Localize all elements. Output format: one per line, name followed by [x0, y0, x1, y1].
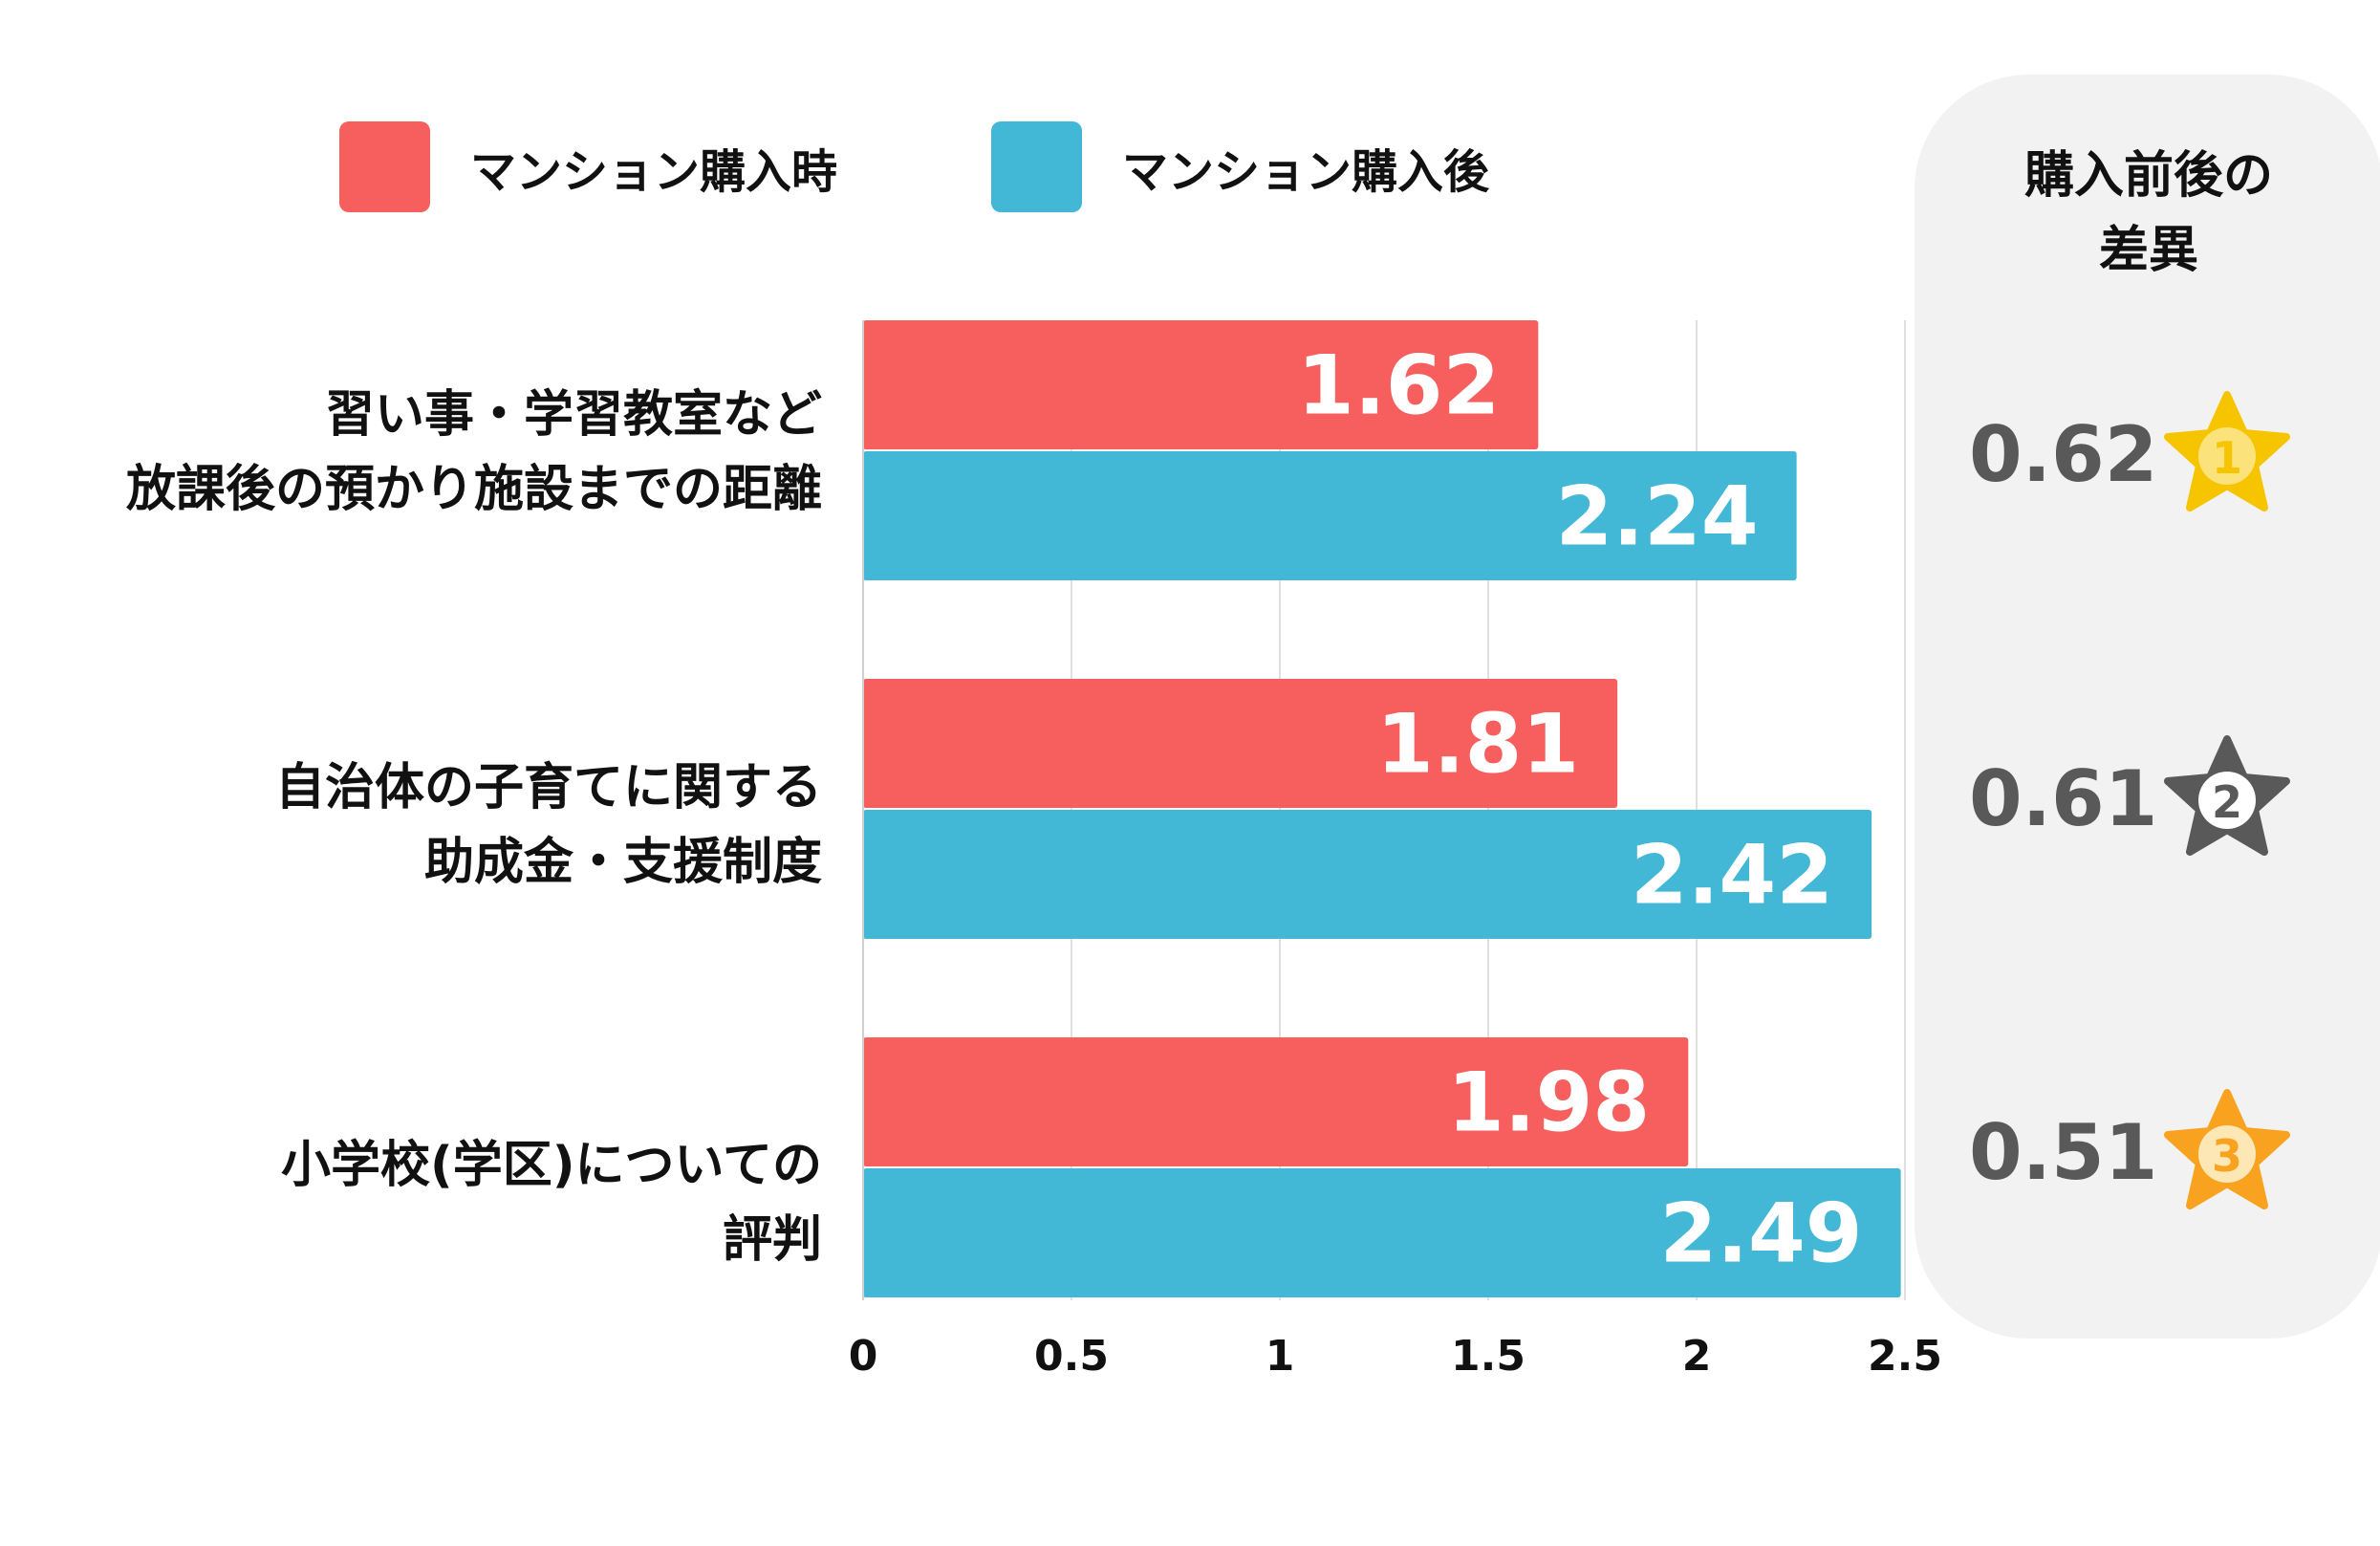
category-1-line-2: 放課後の預かり施設までの距離	[125, 461, 822, 518]
difference-value-1: 0.62	[1969, 409, 2158, 499]
difference-value-3: 0.51	[1969, 1107, 2158, 1197]
difference-title-line-1: 購入前後の	[2023, 147, 2273, 205]
bar-before-1	[863, 320, 1539, 449]
x-tick-label-5: 2.5	[1868, 1332, 1942, 1381]
bar-after-2	[863, 810, 1872, 939]
bar-before-3	[863, 1037, 1689, 1166]
bar-before-2	[863, 679, 1618, 808]
bar-value-label-after-1: 2.24	[1555, 469, 1758, 565]
legend-label-after: マンション購入後	[1122, 144, 1490, 199]
category-label-3: 小学校(学区)についての 評判	[281, 1128, 822, 1277]
star-rank-1-number: 1	[2212, 432, 2242, 484]
star-rank-1-icon: 1	[2164, 391, 2290, 512]
legend-swatch-before	[339, 121, 430, 212]
bar-value-label-after-2: 2.42	[1631, 828, 1833, 924]
x-tick-label-1: 0.5	[1034, 1332, 1109, 1381]
difference-row-1: 0.62 1	[1969, 387, 2294, 521]
legend-item-after: マンション購入後	[991, 121, 1489, 212]
star-rank-3-number: 3	[2212, 1130, 2242, 1182]
category-3-line-2: 評判	[722, 1211, 822, 1269]
bar-after-3	[863, 1168, 1901, 1297]
category-2-line-1: 自治体の子育てに関する	[274, 759, 822, 817]
difference-row-3: 0.51 3	[1969, 1085, 2294, 1219]
x-tick-label-0: 0	[849, 1332, 878, 1381]
x-tick-label-4: 2	[1682, 1332, 1712, 1381]
bar-value-label-before-2: 1.81	[1376, 697, 1579, 793]
category-2-line-2: 助成金・支援制度	[423, 834, 822, 891]
legend-label-before: マンション購入時	[470, 144, 838, 199]
star-rank-2-number: 2	[2212, 776, 2242, 828]
x-tick-label-2: 1	[1266, 1332, 1295, 1381]
bar-value-label-before-3: 1.98	[1447, 1056, 1650, 1151]
bar-value-label-after-3: 2.49	[1659, 1187, 1862, 1282]
difference-panel-title: 購入前後の 差異	[1915, 139, 2380, 288]
star-rank-2-icon: 2	[2164, 735, 2290, 856]
category-label-2: 自治体の子育てに関する 助成金・支援制度	[275, 751, 822, 900]
category-1-line-1: 習い事・学習教室など	[324, 386, 822, 444]
difference-row-2: 0.61 2	[1969, 731, 2294, 865]
star-rank-3-icon: 3	[2164, 1089, 2290, 1209]
difference-value-2: 0.61	[1969, 753, 2158, 843]
bar-value-label-before-1: 1.62	[1297, 338, 1500, 434]
difference-title-line-2: 差異	[2098, 222, 2198, 279]
category-label-1: 習い事・学習教室など 放課後の預かり施設までの距離	[126, 378, 822, 527]
category-3-line-1: 小学校(学区)についての	[281, 1137, 822, 1194]
legend-item-before: マンション購入時	[339, 121, 837, 212]
x-tick-label-3: 1.5	[1451, 1332, 1525, 1381]
difference-panel	[1915, 75, 2380, 1339]
bar-after-1	[863, 451, 1797, 580]
legend-swatch-after	[991, 121, 1082, 212]
